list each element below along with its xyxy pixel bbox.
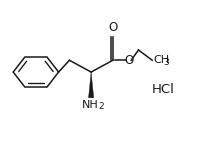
Text: 3: 3 bbox=[164, 58, 169, 67]
Text: O: O bbox=[108, 21, 117, 34]
Text: HCl: HCl bbox=[152, 83, 175, 96]
Text: CH: CH bbox=[153, 55, 169, 65]
Polygon shape bbox=[89, 72, 94, 98]
Text: O: O bbox=[124, 54, 133, 67]
Text: 2: 2 bbox=[98, 102, 104, 111]
Text: NH: NH bbox=[82, 100, 99, 110]
